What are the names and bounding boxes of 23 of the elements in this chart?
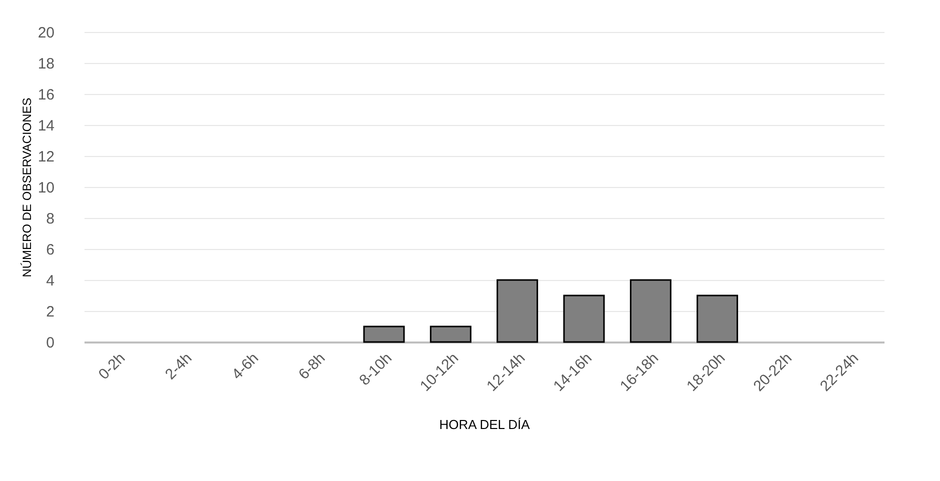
y-tick-label: 4 (46, 272, 54, 290)
y-tick-label: 20 (38, 24, 54, 42)
y-tick-label: 8 (46, 210, 54, 228)
x-tick-label: 6-8h (295, 350, 329, 384)
y-tick-label: 18 (38, 56, 54, 72)
bar (696, 294, 738, 343)
y-tick-label: 14 (38, 118, 54, 134)
y-tick-label: 2 (46, 304, 54, 320)
bar (630, 279, 672, 343)
y-tick-label: 16 (38, 86, 54, 104)
bar (430, 326, 472, 343)
y-tick-label: 10 (38, 180, 54, 196)
y-axis-title: NÚMERO DE OBSERVACIONES (20, 98, 34, 278)
y-tick-label: 0 (46, 334, 54, 352)
y-tick-label: 6 (46, 242, 54, 258)
x-axis-title: HORA DEL DÍA (439, 417, 530, 432)
bar (563, 294, 605, 343)
x-tick-label: 0-2h (95, 350, 129, 384)
x-tick-label: 4-6h (228, 350, 262, 384)
bar (363, 326, 405, 343)
bar (496, 279, 538, 343)
x-tick-label: 2-4h (162, 350, 196, 384)
y-tick-label: 12 (38, 148, 54, 166)
